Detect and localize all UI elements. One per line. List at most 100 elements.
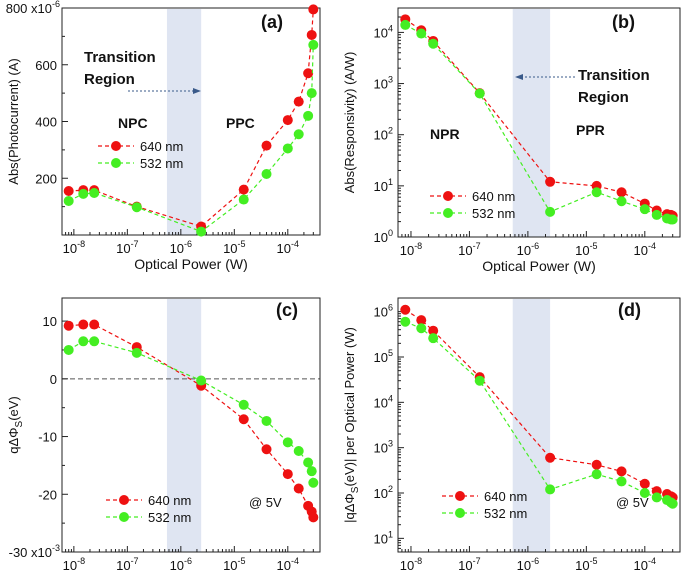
x-tick-label-exp: -6 xyxy=(184,239,192,249)
y-tick-label: 103 xyxy=(374,439,393,456)
x-tick-label-exp: -6 xyxy=(184,556,192,566)
data-point-red xyxy=(639,478,650,489)
data-point-green xyxy=(616,476,627,487)
x-tick-label: 10-8 xyxy=(63,556,85,573)
data-point-red xyxy=(616,187,627,198)
x-tick-label: 10-5 xyxy=(223,556,245,573)
x-tick-label: 10-6 xyxy=(170,239,192,256)
data-point-red xyxy=(261,140,272,151)
data-point-red xyxy=(261,444,272,455)
data-point-green xyxy=(545,484,556,495)
x-tick-label-exp: -6 xyxy=(531,556,539,566)
data-point-green xyxy=(400,316,411,327)
y-tick-label-base: 10 xyxy=(374,25,388,40)
x-tick-label-base: 10 xyxy=(63,241,77,256)
x-tick-label: 10-5 xyxy=(575,556,597,573)
data-point-red xyxy=(400,304,411,315)
x-axis-label: Optical Power (W) xyxy=(134,256,248,272)
x-tick-label: 10-8 xyxy=(63,239,85,256)
plot-frame xyxy=(397,297,681,553)
x-tick-label: 10-7 xyxy=(116,556,138,573)
x-tick-label-base: 10 xyxy=(575,558,589,573)
transition-band xyxy=(512,9,551,237)
annotation-left: NPR xyxy=(430,126,460,142)
y-tick-label: 0 xyxy=(50,372,57,387)
data-point-green xyxy=(131,347,142,358)
data-point-red xyxy=(308,4,319,15)
y-axis-label: Abs(Photocurrent) (A) xyxy=(6,58,21,184)
y-tick-label: 101 xyxy=(374,177,393,194)
data-point-green xyxy=(303,110,314,121)
legend-marker xyxy=(443,191,453,201)
data-point-green xyxy=(196,375,207,386)
data-point-green xyxy=(196,226,207,237)
data-point-green xyxy=(651,209,662,220)
data-point-red xyxy=(238,184,249,195)
plot-frame xyxy=(61,297,321,553)
x-tick-label-base: 10 xyxy=(116,241,130,256)
x-tick-label-base: 10 xyxy=(575,243,589,258)
x-tick-label: 10-4 xyxy=(277,239,299,256)
legend-label: 640 nm xyxy=(472,189,515,204)
legend-marker xyxy=(111,158,121,168)
x-tick-label-exp: -8 xyxy=(414,556,422,566)
x-tick-label: 10-8 xyxy=(400,241,422,258)
y-axis-label-part: (eV) xyxy=(6,396,21,421)
legend-marker xyxy=(119,512,129,522)
y-tick-label-base: 10 xyxy=(374,531,388,546)
y-axis-label: |qΔΦS(eV)| per Optical Power (W) xyxy=(342,327,361,523)
annotation-transition: Transition xyxy=(578,67,650,84)
x-tick-label-base: 10 xyxy=(277,241,291,256)
y-tick-label-base: 10 xyxy=(374,441,388,456)
y-tick-label-base: 10 xyxy=(374,305,388,320)
data-point-green xyxy=(131,202,142,213)
y-tick-label-exp: 6 xyxy=(388,303,393,313)
x-tick-label: 10-4 xyxy=(634,241,656,258)
x-tick-label: 10-7 xyxy=(458,556,480,573)
x-tick-label: 10-4 xyxy=(634,556,656,573)
data-point-red xyxy=(416,315,427,326)
data-point-green xyxy=(306,466,317,477)
data-point-green xyxy=(428,333,439,344)
data-point-green xyxy=(651,492,662,503)
x-tick-label-base: 10 xyxy=(223,241,237,256)
annotation-left: NPC xyxy=(118,115,148,131)
y-axis-label: Abs(Responsivity) (A/W) xyxy=(342,52,357,194)
x-tick-label-exp: -4 xyxy=(648,241,656,251)
legend-label: 532 nm xyxy=(140,156,183,171)
y-tick-label: 106 xyxy=(374,303,393,320)
data-point-red xyxy=(545,452,556,463)
x-tick-label-exp: -8 xyxy=(77,556,85,566)
y-tick-label-base: 10 xyxy=(374,179,388,194)
y-tick-label-base: 10 xyxy=(374,77,388,92)
y-tick-label-exp: 2 xyxy=(388,484,393,494)
data-point-green xyxy=(591,187,602,198)
panel-d: 10-810-710-610-510-4101102103104105106Op… xyxy=(342,297,681,574)
y-tick-label-exp: 3 xyxy=(388,75,393,85)
x-tick-label: 10-6 xyxy=(517,556,539,573)
transition-band xyxy=(166,9,202,235)
data-point-green xyxy=(261,415,272,426)
data-point-red xyxy=(293,483,304,494)
legend-label: 532 nm xyxy=(472,206,515,221)
x-tick-label-base: 10 xyxy=(170,558,184,573)
x-tick-label-base: 10 xyxy=(170,241,184,256)
data-point-green xyxy=(639,204,650,215)
y-axis-label-part: |qΔΦ xyxy=(342,493,357,523)
y-tick-label-exp: 4 xyxy=(388,23,393,33)
data-point-green xyxy=(78,188,89,199)
data-point-green xyxy=(474,88,485,99)
data-point-green xyxy=(303,457,314,468)
data-point-green xyxy=(416,28,427,39)
x-tick-label-exp: -8 xyxy=(77,239,85,249)
x-tick-label-exp: -7 xyxy=(131,556,139,566)
y-axis-label-subscript: S xyxy=(14,420,25,427)
annotation-condition: @ 5V xyxy=(249,495,282,510)
y-tick-label-base: 10 xyxy=(374,350,388,365)
legend-marker xyxy=(119,495,129,505)
y-tick-label: 105 xyxy=(374,348,393,365)
data-point-red xyxy=(545,176,556,187)
x-tick-label-exp: -4 xyxy=(291,556,299,566)
